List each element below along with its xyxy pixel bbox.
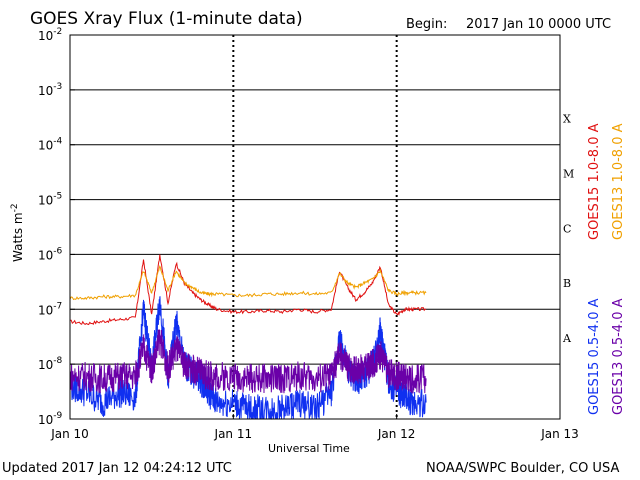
y-tick-label: 10-9 bbox=[38, 411, 63, 427]
flare-class-labels: A B C M X bbox=[562, 113, 574, 345]
y-tick-label: 10-4 bbox=[38, 137, 63, 153]
y-tick-label: 10-2 bbox=[38, 27, 62, 43]
flare-class-label: M bbox=[563, 167, 574, 180]
x-axis-label: Universal Time bbox=[268, 442, 350, 455]
y-tick-label: 10-6 bbox=[38, 246, 63, 262]
x-tick-label: Jan 13 bbox=[540, 427, 579, 441]
y-tick-label: 10-7 bbox=[38, 301, 62, 317]
x-tick-label: Jan 10 bbox=[50, 427, 89, 441]
series-line bbox=[69, 329, 427, 394]
plot-frame bbox=[69, 34, 561, 420]
chart-title: GOES Xray Flux (1-minute data) bbox=[30, 9, 303, 29]
flare-class-label: X bbox=[563, 113, 571, 126]
y-axis-label: Watts m-2 bbox=[10, 203, 25, 262]
series-layer bbox=[69, 254, 427, 420]
x-tick-label: Jan 12 bbox=[377, 427, 416, 441]
legend-entry: GOES15 1.0-8.0 A bbox=[587, 123, 602, 240]
plot-grid bbox=[70, 35, 560, 419]
y-axis-label-main: Watts m bbox=[11, 212, 25, 262]
credit-text: NOAA/SWPC Boulder, CO USA bbox=[426, 461, 619, 476]
updated-text: Updated 2017 Jan 12 04:24:12 UTC bbox=[2, 461, 232, 476]
flare-class-label: B bbox=[563, 277, 571, 290]
begin-label: Begin: bbox=[406, 17, 447, 32]
series-line bbox=[70, 254, 427, 326]
legend-entry: GOES13 1.0-8.0 A bbox=[611, 123, 626, 240]
flare-class-label: C bbox=[563, 222, 571, 235]
series-line bbox=[69, 264, 427, 301]
y-tick-label: 10-8 bbox=[38, 356, 63, 372]
y-tick-label: 10-5 bbox=[38, 192, 62, 208]
legend: GOES15 1.0-8.0 A GOES13 1.0-8.0 A GOES15 0… bbox=[587, 123, 626, 415]
x-tick-label: Jan 11 bbox=[214, 427, 253, 441]
flare-class-label: A bbox=[562, 332, 572, 345]
legend-entry: GOES15 0.5-4.0 A bbox=[587, 298, 602, 415]
legend-entry: GOES13 0.5-4.0 A bbox=[611, 298, 626, 415]
y-axis-label-exp: -2 bbox=[10, 203, 20, 212]
x-axis-ticks: Jan 10 Jan 11 Jan 12 Jan 13 bbox=[50, 414, 579, 441]
begin-value: 2017 Jan 10 0000 UTC bbox=[466, 17, 611, 32]
y-tick-label: 10-3 bbox=[38, 82, 62, 98]
y-axis-ticks: 10-9 10-8 10-7 10-6 10-5 10-4 10-3 10-2 bbox=[38, 27, 75, 427]
